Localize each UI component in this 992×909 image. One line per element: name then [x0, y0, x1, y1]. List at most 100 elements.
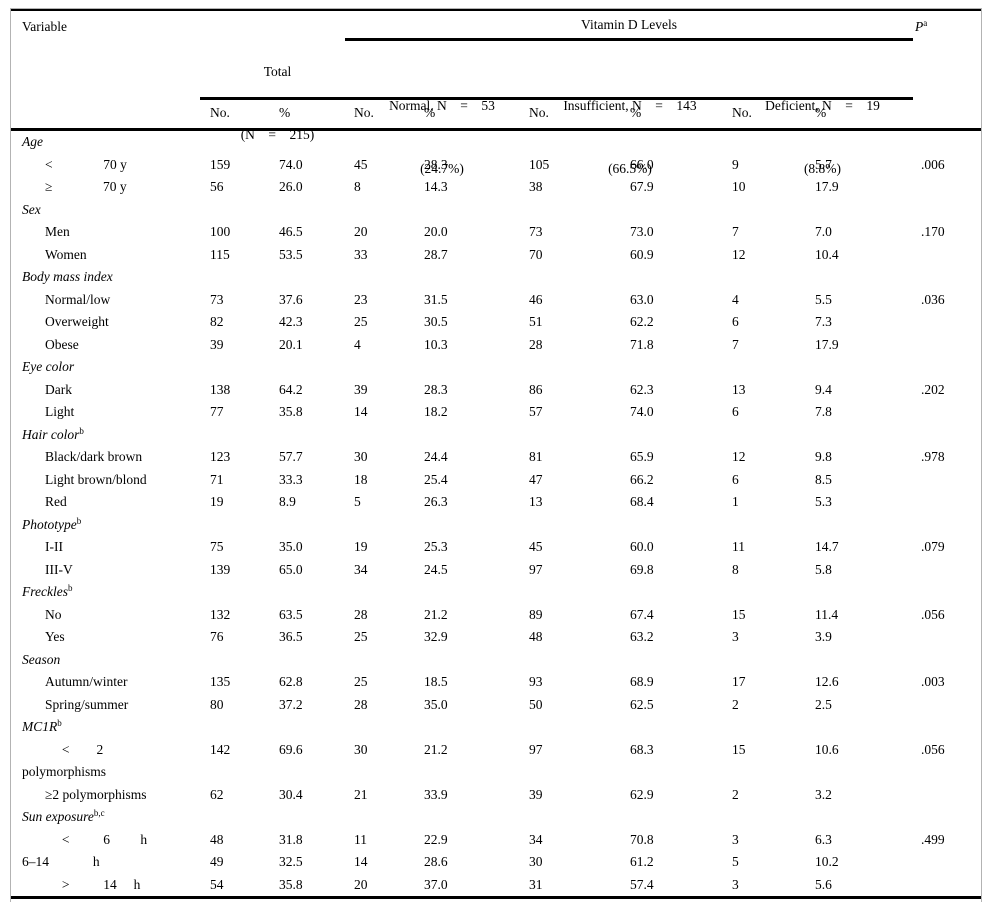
cell: 62.2	[630, 314, 654, 329]
cell: 12.6	[815, 674, 839, 689]
cell: 21.2	[424, 606, 448, 622]
table-row: Light brown/blond 71 33.3 18 25.4 47 66.2 6 8.5	[11, 469, 981, 492]
cell: 33.9	[424, 786, 448, 802]
cell: 35.8	[279, 876, 303, 892]
row-label-text: Red	[45, 494, 67, 509]
table-row: < 70 y 159 74.0 45 28.3 105 66.0 9 5.7 .006	[11, 154, 981, 177]
cell: 48	[210, 831, 224, 847]
cell: 76	[210, 629, 224, 644]
cell: 42.3	[279, 314, 303, 329]
cell: 57	[529, 404, 543, 419]
row-label-text: Men	[45, 224, 70, 239]
cell	[921, 176, 981, 199]
cell: 17.9	[815, 336, 839, 352]
row-label: ≥ 70 y	[11, 176, 210, 199]
cell: 62.8	[279, 674, 303, 689]
footnote-marker: b	[67, 583, 73, 593]
cell: 123	[210, 449, 231, 464]
row-label: > 14 h	[11, 874, 210, 897]
cell: 159	[210, 156, 231, 172]
cell: 142	[210, 741, 231, 757]
column-group-deficient: Deficient, N = 19 (8.8%)	[732, 53, 913, 221]
cell: 17.9	[815, 179, 839, 194]
row-label-text: Light	[45, 404, 75, 419]
table-row: < 2 142 69.6 30 21.2 97 68.3 15 10.6 .056	[11, 739, 981, 762]
row-label-text: Normal/low	[45, 291, 111, 307]
cell: 69.8	[630, 561, 654, 577]
row-label: Hair colorb	[11, 424, 210, 447]
column-group-total: Total (N = 215)	[199, 19, 356, 187]
table-row: ≥2 polymorphisms 62 30.4 21 33.9 39 62.9 2 3.2	[11, 784, 981, 807]
row-label: < 2	[11, 739, 210, 762]
insufficient-pct: (66.5%)	[608, 161, 652, 176]
paper-table: Variable Total (N = 215) Vitamin D Level…	[10, 8, 982, 902]
column-header-p: Pa	[915, 18, 927, 35]
row-label: MC1Rb	[11, 716, 210, 739]
cell: 69.6	[279, 741, 303, 757]
row-label-text: Yes	[45, 629, 65, 644]
normal-pct: (24.7%)	[420, 161, 464, 176]
table-header: Variable Total (N = 215) Vitamin D Level…	[11, 11, 981, 176]
cell: 37.0	[424, 876, 448, 892]
col-insufficient-pct: %	[630, 105, 642, 120]
cell: 7.0	[815, 224, 832, 239]
cell: 64.2	[279, 381, 303, 397]
cell: 66.0	[630, 156, 654, 172]
cell: 74.0	[630, 404, 654, 419]
row-label-text: Phototype	[22, 516, 77, 532]
cell: 53.5	[279, 246, 303, 262]
cell: 15	[732, 741, 746, 757]
total-n: (N = 215)	[240, 127, 315, 142]
cell	[921, 311, 981, 334]
row-label-text: Sex	[22, 201, 41, 217]
cell: 4	[732, 291, 739, 307]
cell: 56	[210, 179, 224, 194]
cell: 28.6	[424, 854, 448, 869]
table-row: 6–14 h 49 32.5 14 28.6 30 61.2 5 10.2	[11, 851, 981, 874]
cell	[279, 761, 354, 784]
cell	[921, 244, 981, 267]
cell: .202	[921, 381, 945, 397]
cell: 47	[529, 471, 543, 487]
cell: 80	[210, 696, 224, 712]
cell: 9.4	[815, 381, 832, 397]
cell	[921, 334, 981, 357]
cell: 71	[210, 471, 224, 487]
col-insufficient-no: No.	[529, 105, 549, 120]
cell: 5.6	[815, 876, 832, 892]
table-row: Dark 138 64.2 39 28.3 86 62.3 13 9.4 .202	[11, 379, 981, 402]
row-label-text: No	[45, 606, 62, 622]
cell: 3	[732, 831, 739, 847]
row-label-text: Dark	[45, 381, 72, 397]
cell: 20	[354, 224, 368, 239]
cell: 30.5	[424, 314, 448, 329]
cell: 105	[529, 156, 550, 172]
row-label-text: Sun exposure	[22, 809, 94, 824]
row-label-text: < 6 h	[45, 831, 148, 847]
cell: 57.4	[630, 876, 654, 892]
insufficient-label: Insufficient, N = 143	[563, 98, 697, 113]
cell: 73	[210, 291, 224, 307]
row-label: Phototypeb	[11, 514, 210, 537]
cell: .079	[921, 539, 945, 554]
cell: 25.4	[424, 471, 448, 487]
table-row: Overweight 82 42.3 25 30.5 51 62.2 6 7.3	[11, 311, 981, 334]
cell: 22.9	[424, 831, 448, 847]
row-label: ≥2 polymorphisms	[11, 784, 210, 807]
cell: 32.9	[424, 629, 448, 644]
total-label: Total	[263, 64, 292, 79]
col-deficient-no: No.	[732, 105, 752, 120]
cell: 37.6	[279, 291, 303, 307]
cell: 19	[354, 539, 368, 554]
footnote-marker: b	[76, 515, 82, 526]
cell: 35.8	[279, 404, 303, 419]
cell: 33	[354, 246, 368, 262]
cell: 100	[210, 224, 231, 239]
cell: 14.3	[424, 179, 448, 194]
row-label-text: Autumn/winter	[45, 674, 128, 689]
cell: 48	[529, 629, 543, 644]
table-row: Black/dark brown 123 57.7 30 24.4 81 65.9 12 9.8…	[11, 446, 981, 469]
cell: 73.0	[630, 224, 654, 239]
cell: 5	[354, 494, 361, 509]
cell: 2	[732, 786, 739, 802]
